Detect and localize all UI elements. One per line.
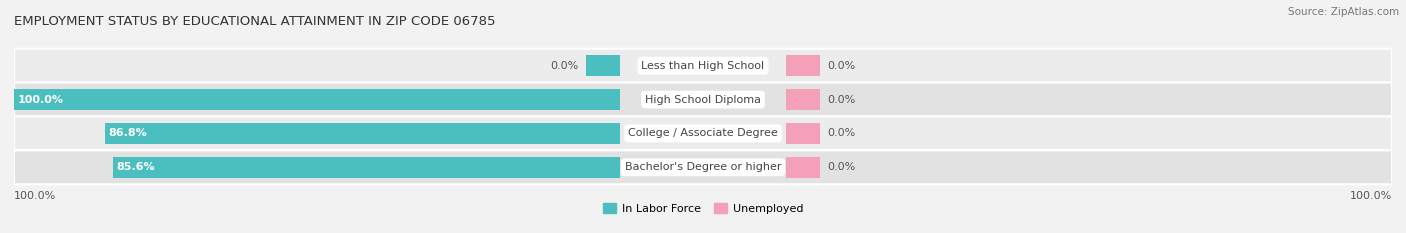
Text: EMPLOYMENT STATUS BY EDUCATIONAL ATTAINMENT IN ZIP CODE 06785: EMPLOYMENT STATUS BY EDUCATIONAL ATTAINM… [14, 15, 495, 28]
Text: 0.0%: 0.0% [827, 128, 855, 138]
FancyBboxPatch shape [14, 49, 1392, 83]
Bar [14, 89, 620, 110]
Bar [786, 157, 820, 178]
Text: 0.0%: 0.0% [827, 61, 855, 71]
Legend: In Labor Force, Unemployed: In Labor Force, Unemployed [598, 199, 808, 218]
Bar [105, 123, 620, 144]
Bar [586, 55, 620, 76]
FancyBboxPatch shape [14, 83, 1392, 116]
FancyBboxPatch shape [14, 150, 1392, 184]
Text: Source: ZipAtlas.com: Source: ZipAtlas.com [1288, 7, 1399, 17]
Bar [114, 157, 620, 178]
Text: High School Diploma: High School Diploma [645, 95, 761, 105]
Bar [786, 123, 820, 144]
Text: Bachelor's Degree or higher: Bachelor's Degree or higher [624, 162, 782, 172]
Text: 100.0%: 100.0% [1350, 191, 1392, 201]
Text: Less than High School: Less than High School [641, 61, 765, 71]
Text: 0.0%: 0.0% [827, 162, 855, 172]
Text: 86.8%: 86.8% [108, 128, 148, 138]
Bar [786, 89, 820, 110]
Bar [786, 55, 820, 76]
Text: 0.0%: 0.0% [827, 95, 855, 105]
Text: 85.6%: 85.6% [117, 162, 155, 172]
Text: College / Associate Degree: College / Associate Degree [628, 128, 778, 138]
Text: 100.0%: 100.0% [14, 191, 56, 201]
Text: 0.0%: 0.0% [551, 61, 579, 71]
Text: 100.0%: 100.0% [17, 95, 63, 105]
FancyBboxPatch shape [14, 116, 1392, 150]
